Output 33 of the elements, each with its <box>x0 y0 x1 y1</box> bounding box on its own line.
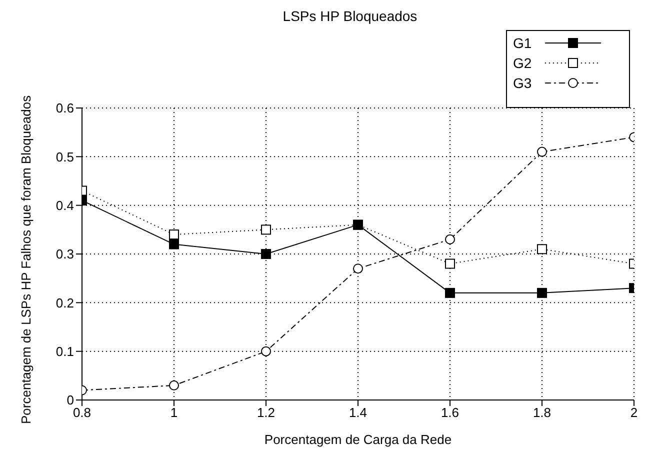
y-tick-label: 0.1 <box>56 344 74 359</box>
y-tick-label: 0.4 <box>56 198 74 213</box>
chart-title: LSPs HP Bloqueados <box>282 8 418 24</box>
x-tick-label: 1.6 <box>440 405 460 420</box>
point <box>261 346 271 356</box>
y-tick-label: 0 <box>66 392 74 408</box>
legend-label: G3 <box>513 75 533 91</box>
y-tick-label: 0.5 <box>56 149 74 164</box>
point <box>169 230 179 240</box>
point <box>261 224 271 235</box>
point <box>537 146 547 157</box>
point <box>353 264 363 274</box>
point <box>537 244 547 254</box>
point <box>169 380 179 390</box>
point <box>445 258 455 269</box>
x-tick-label: 1.4 <box>348 405 368 420</box>
point <box>261 249 271 259</box>
point <box>445 234 455 244</box>
y-axis-title: Porcentagem de LSPs HP Falhos que foram Bloqueados <box>18 94 34 424</box>
y-tick-label: 0.3 <box>56 246 74 262</box>
y-tick-label: 0.6 <box>56 100 74 116</box>
point <box>169 239 179 250</box>
x-tick-label: 1.2 <box>256 405 276 420</box>
legend-label: G2 <box>513 55 533 71</box>
legend-label: G1 <box>513 35 533 51</box>
x-tick-label: 1 <box>170 405 178 420</box>
x-tick-label: 0.8 <box>72 405 92 420</box>
y-tick-label: 0.2 <box>56 295 74 310</box>
point <box>537 288 547 298</box>
x-tick-label: 2 <box>630 405 638 420</box>
x-tick-label: 1.8 <box>532 405 552 420</box>
point <box>445 288 455 298</box>
x-axis-title: Porcentagem de Carga da Rede <box>264 432 452 447</box>
